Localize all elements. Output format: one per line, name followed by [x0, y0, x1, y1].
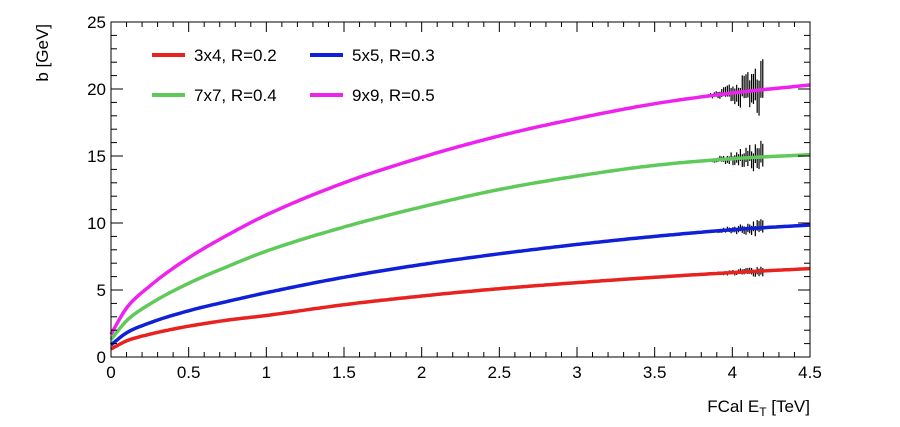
- x-axis-title-unit: [TeV]: [767, 397, 810, 416]
- x-tick-label: 3: [572, 363, 581, 382]
- y-tick-label: 0: [97, 348, 106, 367]
- y-tick-label: 20: [87, 80, 106, 99]
- y-tick-label: 10: [87, 214, 106, 233]
- legend-entry: 5x5, R=0.3: [352, 46, 435, 65]
- x-tick-label: 3.5: [643, 363, 667, 382]
- x-tick-label: 0: [106, 363, 115, 382]
- series-line: [109, 83, 811, 336]
- y-axis-ticks: 0 5 10 15 20 25: [87, 13, 810, 367]
- x-tick-label: 0.5: [177, 363, 201, 382]
- x-tick-label: 4: [728, 363, 737, 382]
- y-axis-title: b [GeV]: [33, 24, 52, 82]
- x-axis-title-main: FCal E: [707, 397, 759, 416]
- y-tick-label: 5: [97, 281, 106, 300]
- series-line: [109, 152, 811, 341]
- series-line: [110, 266, 811, 351]
- x-axis-title-sub: T: [759, 405, 767, 419]
- y-tick-label: 15: [87, 147, 106, 166]
- x-tick-label: 1: [262, 363, 271, 382]
- x-tick-label: 1.5: [332, 363, 356, 382]
- x-axis-title: FCal ET [TeV]: [707, 397, 810, 419]
- x-tick-label: 2.5: [488, 363, 512, 382]
- x-tick-label: 4.5: [798, 363, 822, 382]
- y-tick-label: 25: [87, 13, 106, 32]
- x-axis-ticks: 0 0.5 1 1.5 2 2.5 3 3.5 4 4.5: [106, 22, 822, 382]
- legend-entry: 9x9, R=0.5: [352, 86, 435, 105]
- series-line: [109, 223, 811, 347]
- plot-frame: [110, 21, 811, 358]
- x-tick-label: 2: [417, 363, 426, 382]
- legend: 3x4, R=0.2 5x5, R=0.3 7x7, R=0.4 9x9, R=0.5: [152, 46, 435, 105]
- legend-entry: 7x7, R=0.4: [194, 86, 277, 105]
- legend-entry: 3x4, R=0.2: [194, 46, 277, 65]
- fit-curves-layer: [109, 83, 811, 351]
